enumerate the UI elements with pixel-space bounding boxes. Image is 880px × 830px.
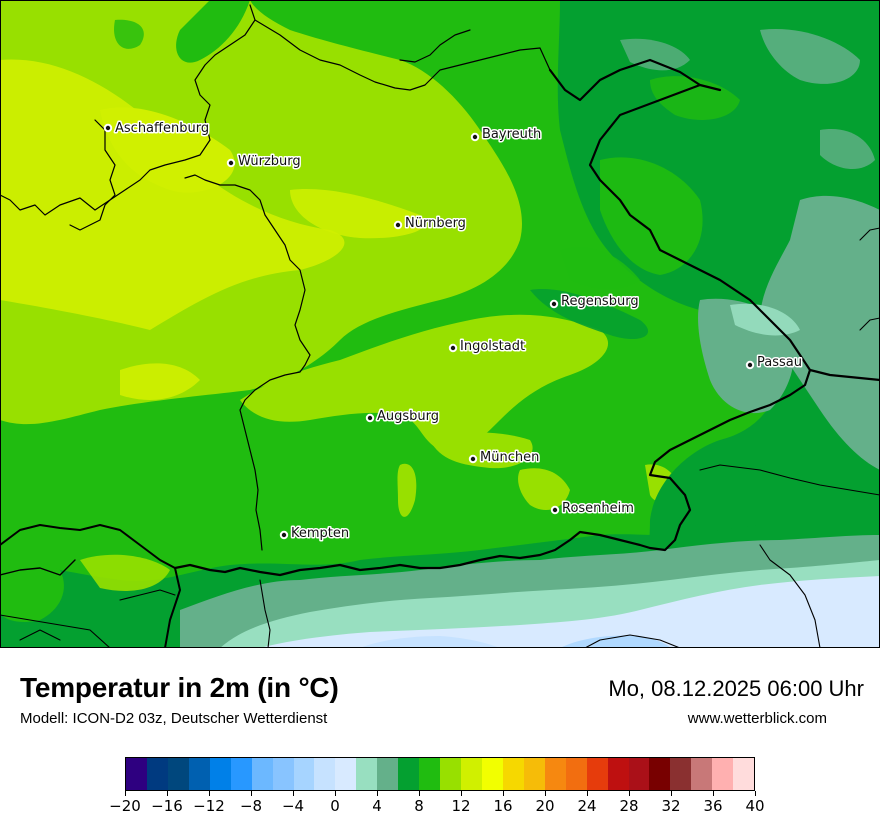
colorbar-segment xyxy=(356,758,378,790)
website-link[interactable]: www.wetterblick.com xyxy=(687,710,827,727)
city-bayreuth: Bayreuth xyxy=(470,126,543,144)
temperature-map: Aschaffenburg Würzburg Bayreuth Nürnberg… xyxy=(0,0,880,648)
colorbar-segment xyxy=(712,758,734,790)
colorbar-tick: 40 xyxy=(735,791,775,815)
colorbar-tick: −20 xyxy=(105,791,145,815)
colorbar-segment xyxy=(188,758,210,790)
colorbar-tick: 0 xyxy=(315,791,355,815)
colorbar-tick: −8 xyxy=(231,791,271,815)
forecast-datetime: Mo, 08.12.2025 06:00 Uhr xyxy=(608,676,864,701)
colorbar-segment xyxy=(419,758,441,790)
colorbar-segment xyxy=(377,758,399,790)
colorbar-segment xyxy=(523,758,545,790)
colorbar-segment xyxy=(230,758,252,790)
city-aschaffenburg: Aschaffenburg xyxy=(103,120,211,138)
city-ingolstadt: Ingolstadt xyxy=(448,338,527,356)
colorbar-tick: 20 xyxy=(525,791,565,815)
colorbar-segment xyxy=(398,758,420,790)
svg-text:Würzburg: Würzburg xyxy=(238,154,301,169)
colorbar-segment xyxy=(146,758,168,790)
colorbar-segment xyxy=(335,758,357,790)
city-nuernberg: Nürnberg xyxy=(393,215,467,233)
colorbar-segment xyxy=(440,758,461,790)
svg-text:Nürnberg: Nürnberg xyxy=(405,216,466,231)
colorbar-segment xyxy=(691,758,713,790)
colorbar-tick: 32 xyxy=(651,791,691,815)
colorbar-segment xyxy=(733,758,755,790)
colorbar-segment xyxy=(670,758,692,790)
svg-text:Kempten: Kempten xyxy=(291,526,349,541)
map-title: Temperatur in 2m (in °C) xyxy=(20,672,339,703)
colorbar-tick: 4 xyxy=(357,791,397,815)
model-source: Modell: ICON-D2 03z, Deutscher Wetterdie… xyxy=(20,710,328,727)
colorbar-segment xyxy=(502,758,524,790)
svg-text:Augsburg: Augsburg xyxy=(377,409,439,424)
map-canvas: Aschaffenburg Würzburg Bayreuth Nürnberg… xyxy=(0,0,880,648)
colorbar-segment xyxy=(607,758,629,790)
colorbar-tick: 12 xyxy=(441,791,481,815)
svg-text:Bayreuth: Bayreuth xyxy=(482,127,541,142)
city-kempten: Kempten xyxy=(279,525,351,543)
colorbar-tick: 8 xyxy=(399,791,439,815)
colorbar-segment xyxy=(126,758,147,790)
svg-text:Ingolstadt: Ingolstadt xyxy=(460,339,525,354)
city-muenchen: München xyxy=(468,449,541,467)
colorbar-tick: 24 xyxy=(567,791,607,815)
colorbar-tick: −12 xyxy=(189,791,229,815)
colorbar-segment xyxy=(565,758,587,790)
city-passau: Passau xyxy=(745,354,803,372)
colorbar-segment xyxy=(461,758,482,790)
city-wuerzburg: Würzburg xyxy=(226,153,302,171)
svg-text:Rosenheim: Rosenheim xyxy=(562,501,634,516)
colorbar-tick: 28 xyxy=(609,791,649,815)
colorbar-tick: 36 xyxy=(693,791,733,815)
colorbar-segment xyxy=(314,758,336,790)
colorbar-segment xyxy=(251,758,273,790)
city-regensburg: Regensburg xyxy=(549,293,640,311)
colorbar-segment xyxy=(209,758,231,790)
colorbar-ticks: −20 −16 −12 −8 −4 0 4 8 12 16 20 24 28 32 36 40 xyxy=(109,791,765,821)
temperature-colorbar xyxy=(125,757,755,791)
svg-text:Aschaffenburg: Aschaffenburg xyxy=(115,121,209,136)
colorbar-tick: −16 xyxy=(147,791,187,815)
map-footer: Temperatur in 2m (in °C) Modell: ICON-D2… xyxy=(0,648,880,830)
country-borders xyxy=(0,4,880,648)
svg-text:Passau: Passau xyxy=(757,355,802,370)
city-rosenheim: Rosenheim xyxy=(550,500,635,518)
colorbar-segment xyxy=(481,758,503,790)
colorbar-segment xyxy=(649,758,671,790)
svg-text:Regensburg: Regensburg xyxy=(561,294,639,309)
colorbar-segment xyxy=(544,758,566,790)
svg-text:München: München xyxy=(480,450,539,465)
city-augsburg: Augsburg xyxy=(365,408,441,426)
colorbar-segment xyxy=(272,758,294,790)
colorbar-tick: −4 xyxy=(273,791,313,815)
colorbar-segment xyxy=(293,758,315,790)
colorbar-segment xyxy=(586,758,608,790)
colorbar-segment xyxy=(628,758,650,790)
colorbar-segment xyxy=(167,758,189,790)
colorbar-tick: 16 xyxy=(483,791,523,815)
